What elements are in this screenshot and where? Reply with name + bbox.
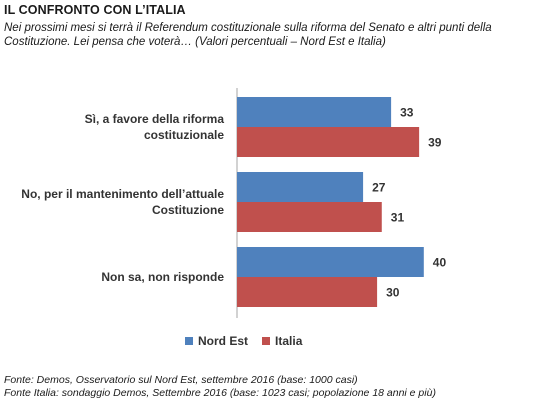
category-label-1-line-1: Costituzione	[152, 203, 224, 217]
bar-nord-est-2	[237, 247, 424, 277]
bar-italia-0	[237, 127, 420, 157]
chart-title: IL CONFRONTO CON L’ITALIA	[4, 3, 186, 17]
legend-label-italia: Italia	[275, 334, 303, 348]
category-label-1-line-0: No, per il mantenimento dell’attuale	[21, 187, 224, 201]
category-label-2-line-0: Non sa, non risponde	[101, 270, 224, 284]
source-line-1: Fonte: Demos, Osservatorio sul Nord Est,…	[4, 374, 358, 386]
legend-swatch-nord-est	[185, 337, 193, 345]
chart-legend: Nord Est Italia	[185, 334, 316, 348]
legend-item-nord-est: Nord Est	[185, 334, 248, 348]
bar-nord-est-1	[237, 172, 364, 202]
data-label-italia-1: 31	[391, 211, 405, 225]
data-label-italia-2: 30	[386, 286, 400, 300]
data-label-nord-est-2: 40	[433, 256, 447, 270]
data-label-nord-est-0: 33	[400, 106, 414, 120]
source-notes: Fonte: Demos, Osservatorio sul Nord Est,…	[4, 374, 436, 400]
legend-item-italia: Italia	[262, 334, 302, 348]
legend-swatch-italia	[262, 337, 271, 345]
category-label-0-line-1: costituzionale	[144, 128, 224, 142]
bar-italia-1	[237, 202, 382, 232]
bar-nord-est-0	[237, 97, 392, 127]
bar-italia-2	[237, 277, 378, 307]
legend-label-nord-est: Nord Est	[198, 334, 249, 348]
chart-subtitle: Nei prossimi mesi si terrà il Referendum…	[4, 22, 492, 48]
source-line-2: Fonte Italia: sondaggio Demos, Settembre…	[4, 387, 436, 399]
category-label-0-line-0: Sì, a favore della riforma	[85, 112, 225, 126]
data-label-nord-est-1: 27	[372, 181, 386, 195]
data-label-italia-0: 39	[428, 136, 442, 150]
